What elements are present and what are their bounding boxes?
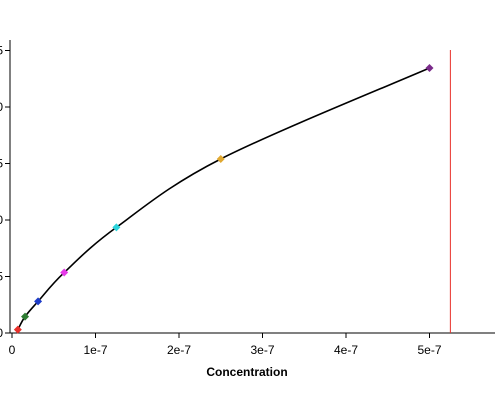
data-point-4 — [60, 268, 69, 277]
data-point-3 — [34, 297, 43, 306]
x-tick-label: 2e-7 — [167, 343, 191, 357]
x-tick-label: 5e-7 — [417, 343, 441, 357]
data-point-2 — [21, 312, 30, 321]
y-tick-label: 0 — [0, 100, 3, 114]
y-tick-label: 5 — [0, 157, 3, 171]
y-tick-label: 5 — [0, 44, 3, 58]
x-tick-label: 3e-7 — [250, 343, 274, 357]
data-point-7 — [425, 64, 434, 73]
data-point-1 — [13, 325, 22, 334]
x-axis-label: Concentration — [206, 365, 287, 379]
x-tick-label: 0 — [9, 343, 16, 357]
data-point-5 — [112, 223, 121, 232]
y-tick-label: 5 — [0, 270, 3, 284]
fit-curve — [17, 67, 430, 330]
x-tick-label: 1e-7 — [83, 343, 107, 357]
y-tick-label: 0 — [0, 326, 3, 340]
y-ticks: 0 5 0 5 0 5 — [0, 44, 10, 340]
data-point-6 — [216, 154, 225, 163]
y-tick-label: 0 — [0, 213, 3, 227]
x-ticks: 0 1e-7 2e-7 3e-7 4e-7 5e-7 — [9, 333, 442, 357]
data-points — [13, 64, 434, 334]
x-tick-label: 4e-7 — [334, 343, 358, 357]
